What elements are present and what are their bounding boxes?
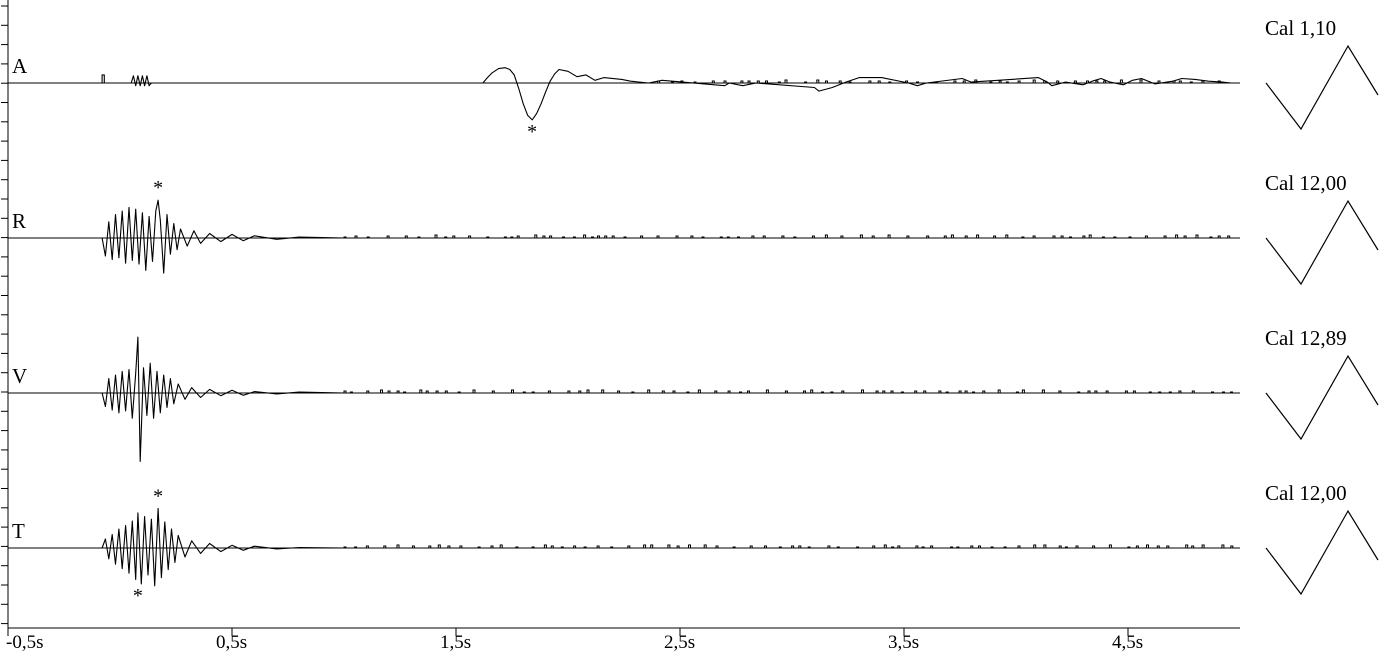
x-axis: -0,5s 0,5s 1,5s 2,5s 3,5s 4,5s <box>6 627 1240 653</box>
peak-marker: * <box>153 485 163 507</box>
x-tick-label: 0,5s <box>216 632 247 653</box>
trace-v: V <box>8 336 1240 462</box>
trace-noise <box>657 79 1221 83</box>
x-tick-label: -0,5s <box>6 632 43 653</box>
trace-waveform <box>8 199 1240 274</box>
calibration-label: Cal 1,10 <box>1265 16 1336 40</box>
channel-label-r: R <box>12 209 26 233</box>
trace-noise <box>343 389 1233 393</box>
calibration-t: Cal 12,00 <box>1265 481 1379 596</box>
y-axis <box>1 0 9 628</box>
channel-label-a: A <box>12 54 28 78</box>
calibration-label: Cal 12,89 <box>1265 326 1347 350</box>
trace-t: T * * <box>8 485 1240 607</box>
trace-waveform <box>8 507 1240 587</box>
calibration-pulse <box>1265 44 1379 131</box>
peak-marker: * <box>527 121 537 143</box>
calibration-pulse <box>1265 354 1379 441</box>
trace-noise <box>343 234 1231 238</box>
trace-r: R* <box>8 177 1240 274</box>
channel-label-v: V <box>12 364 27 388</box>
peak-marker: * <box>153 177 163 199</box>
x-tick-label: 2,5s <box>664 632 695 653</box>
traces: A*R*VT** <box>8 54 1240 607</box>
calibration-r: Cal 12,00 <box>1265 171 1379 286</box>
calibration-a: Cal 1,10 <box>1265 16 1379 131</box>
peak-marker: * <box>133 585 143 607</box>
trace-noise <box>343 544 1234 548</box>
trace-a: A* <box>8 54 1240 143</box>
channel-label-t: T <box>12 519 25 543</box>
calibration-pulse <box>1265 509 1379 596</box>
calibration-v: Cal 12,89 <box>1265 326 1379 441</box>
x-tick-label: 1,5s <box>440 632 471 653</box>
trace-waveform <box>8 67 1240 121</box>
calibration-pulse <box>1265 199 1379 286</box>
x-tick-label: 4,5s <box>1112 632 1143 653</box>
calibration-label: Cal 12,00 <box>1265 481 1347 505</box>
trace-waveform <box>8 336 1240 462</box>
calibration-panel: Cal 1,10 Cal 12,00 Cal 12,89 Cal 12,00 <box>1265 16 1379 596</box>
calibration-label: Cal 12,00 <box>1265 171 1347 195</box>
x-tick-label: 3,5s <box>888 632 919 653</box>
